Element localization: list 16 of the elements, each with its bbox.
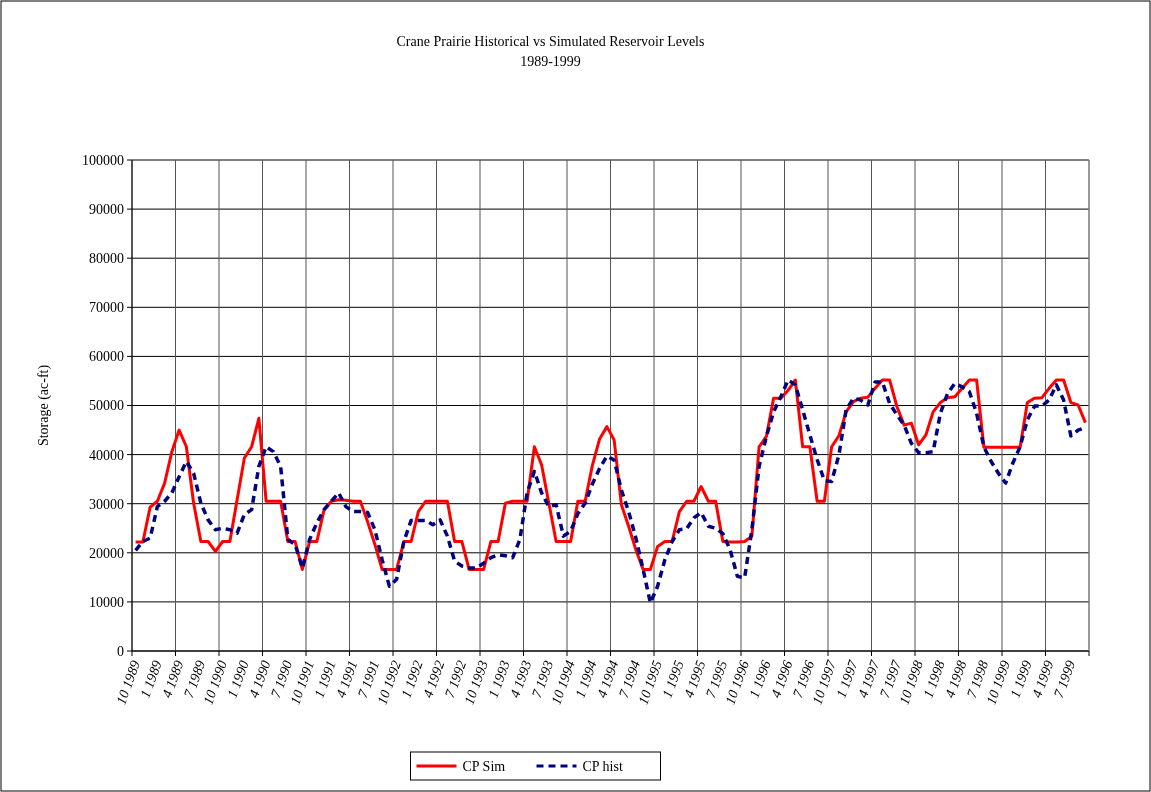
y-tick-label: 10000 — [89, 594, 124, 610]
chart-subtitle: 1989-1999 — [520, 54, 581, 69]
y-tick-label: 90000 — [89, 202, 124, 217]
legend-label: CP hist — [582, 758, 623, 774]
legend-label: CP Sim — [462, 758, 506, 774]
y-tick-label: 70000 — [89, 300, 124, 316]
y-tick-label: 80000 — [89, 251, 124, 267]
y-tick-label: 100000 — [82, 152, 124, 168]
y-axis-title: Storage (ac-ft) — [36, 364, 52, 447]
y-tick-label: 30000 — [89, 496, 124, 512]
y-tick-label: 0 — [117, 643, 124, 659]
y-tick-label: 60000 — [89, 349, 124, 365]
chart-title: Crane Prairie Historical vs Simulated Reservoir Levels — [396, 34, 705, 49]
y-tick-label: 50000 — [89, 398, 124, 414]
y-tick-label: 40000 — [89, 447, 124, 463]
y-tick-label: 20000 — [89, 545, 124, 561]
